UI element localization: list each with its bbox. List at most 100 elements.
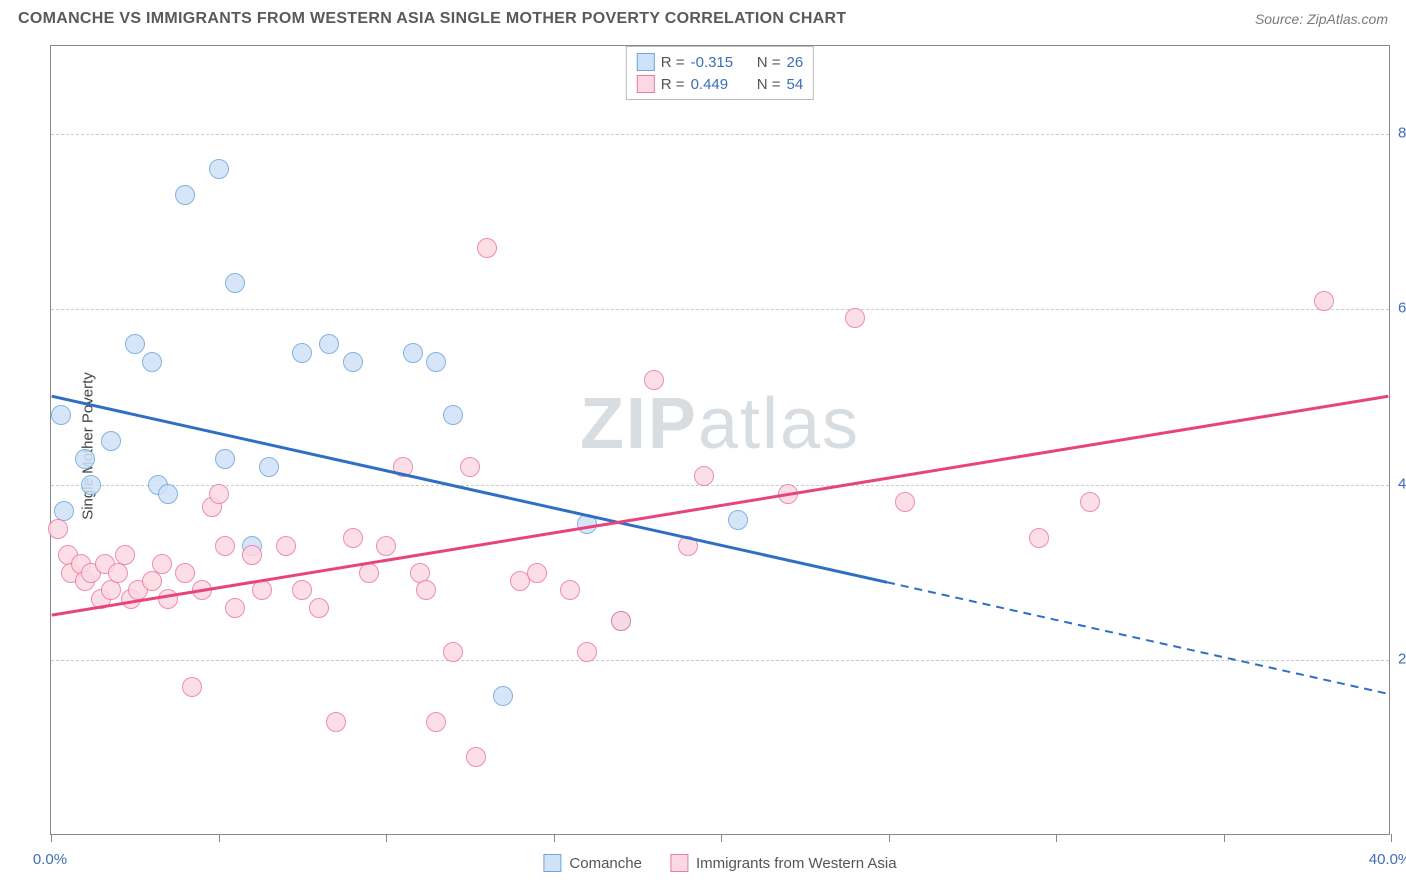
grid-line [51,134,1389,135]
data-point [1080,492,1100,512]
data-point [158,589,178,609]
legend-item: Comanche [543,854,642,872]
x-tick-mark [219,834,220,842]
y-tick-label: 80.0% [1398,124,1406,141]
legend-stat-row: R = 0.449 N = 54 [637,73,803,95]
legend-item: Immigrants from Western Asia [670,854,897,872]
n-value: 26 [787,54,804,71]
data-point [259,457,279,477]
data-point [152,554,172,574]
data-point [319,334,339,354]
data-point [560,580,580,600]
data-point [252,580,272,600]
grid-line [51,309,1389,310]
y-tick-label: 20.0% [1398,651,1406,668]
data-point [895,492,915,512]
data-point [1314,291,1334,311]
r-label: R = [661,54,685,71]
legend-swatch [637,75,655,93]
data-point [209,159,229,179]
data-point [443,405,463,425]
data-point [845,308,865,328]
x-tick-mark [51,834,52,842]
data-point [443,642,463,662]
data-point [101,431,121,451]
watermark-zip: ZIP [580,384,698,464]
grid-line [51,485,1389,486]
x-tick-mark [554,834,555,842]
data-point [493,686,513,706]
n-value: 54 [787,76,804,93]
trend-lines [51,46,1389,834]
data-point [460,457,480,477]
x-tick-mark [889,834,890,842]
x-tick-mark [386,834,387,842]
legend-stats: R = -0.315 N = 26 R = 0.449 N = 54 [626,46,814,100]
legend-swatch [637,53,655,71]
data-point [81,475,101,495]
legend-bottom: Comanche Immigrants from Western Asia [543,854,896,872]
data-point [416,580,436,600]
source-label: Source: ZipAtlas.com [1255,11,1388,27]
legend-label: Comanche [569,855,642,872]
x-tick-mark [1224,834,1225,842]
data-point [376,536,396,556]
watermark: ZIPatlas [580,383,860,465]
x-tick-mark [721,834,722,842]
data-point [51,405,71,425]
data-point [175,185,195,205]
r-label: R = [661,76,685,93]
data-point [108,563,128,583]
data-point [209,484,229,504]
data-point [225,598,245,618]
data-point [527,563,547,583]
data-point [115,545,135,565]
x-tick-mark [1056,834,1057,842]
legend-swatch [670,854,688,872]
data-point [182,677,202,697]
data-point [466,747,486,767]
data-point [292,580,312,600]
data-point [142,571,162,591]
data-point [1029,528,1049,548]
data-point [142,352,162,372]
data-point [728,510,748,530]
data-point [393,457,413,477]
n-label: N = [753,54,781,71]
n-label: N = [753,76,781,93]
data-point [225,273,245,293]
x-tick-label: 40.0% [1369,851,1406,868]
data-point [694,466,714,486]
legend-label: Immigrants from Western Asia [696,855,897,872]
data-point [611,611,631,631]
legend-stat-row: R = -0.315 N = 26 [637,51,803,73]
data-point [426,352,446,372]
data-point [125,334,145,354]
data-point [678,536,698,556]
data-point [778,484,798,504]
data-point [309,598,329,618]
data-point [577,642,597,662]
data-point [158,484,178,504]
x-tick-mark [1391,834,1392,842]
y-tick-label: 60.0% [1398,300,1406,317]
data-point [343,352,363,372]
page-title: COMANCHE VS IMMIGRANTS FROM WESTERN ASIA… [18,10,846,28]
data-point [343,528,363,548]
data-point [242,545,262,565]
r-value: 0.449 [691,76,747,93]
data-point [426,712,446,732]
data-point [175,563,195,583]
r-value: -0.315 [691,54,747,71]
data-point [292,343,312,363]
data-point [48,519,68,539]
y-tick-label: 40.0% [1398,475,1406,492]
data-point [101,580,121,600]
data-point [403,343,423,363]
data-point [75,449,95,469]
x-tick-label: 0.0% [33,851,67,868]
data-point [215,536,235,556]
data-point [326,712,346,732]
grid-line [51,660,1389,661]
watermark-atlas: atlas [698,384,860,464]
